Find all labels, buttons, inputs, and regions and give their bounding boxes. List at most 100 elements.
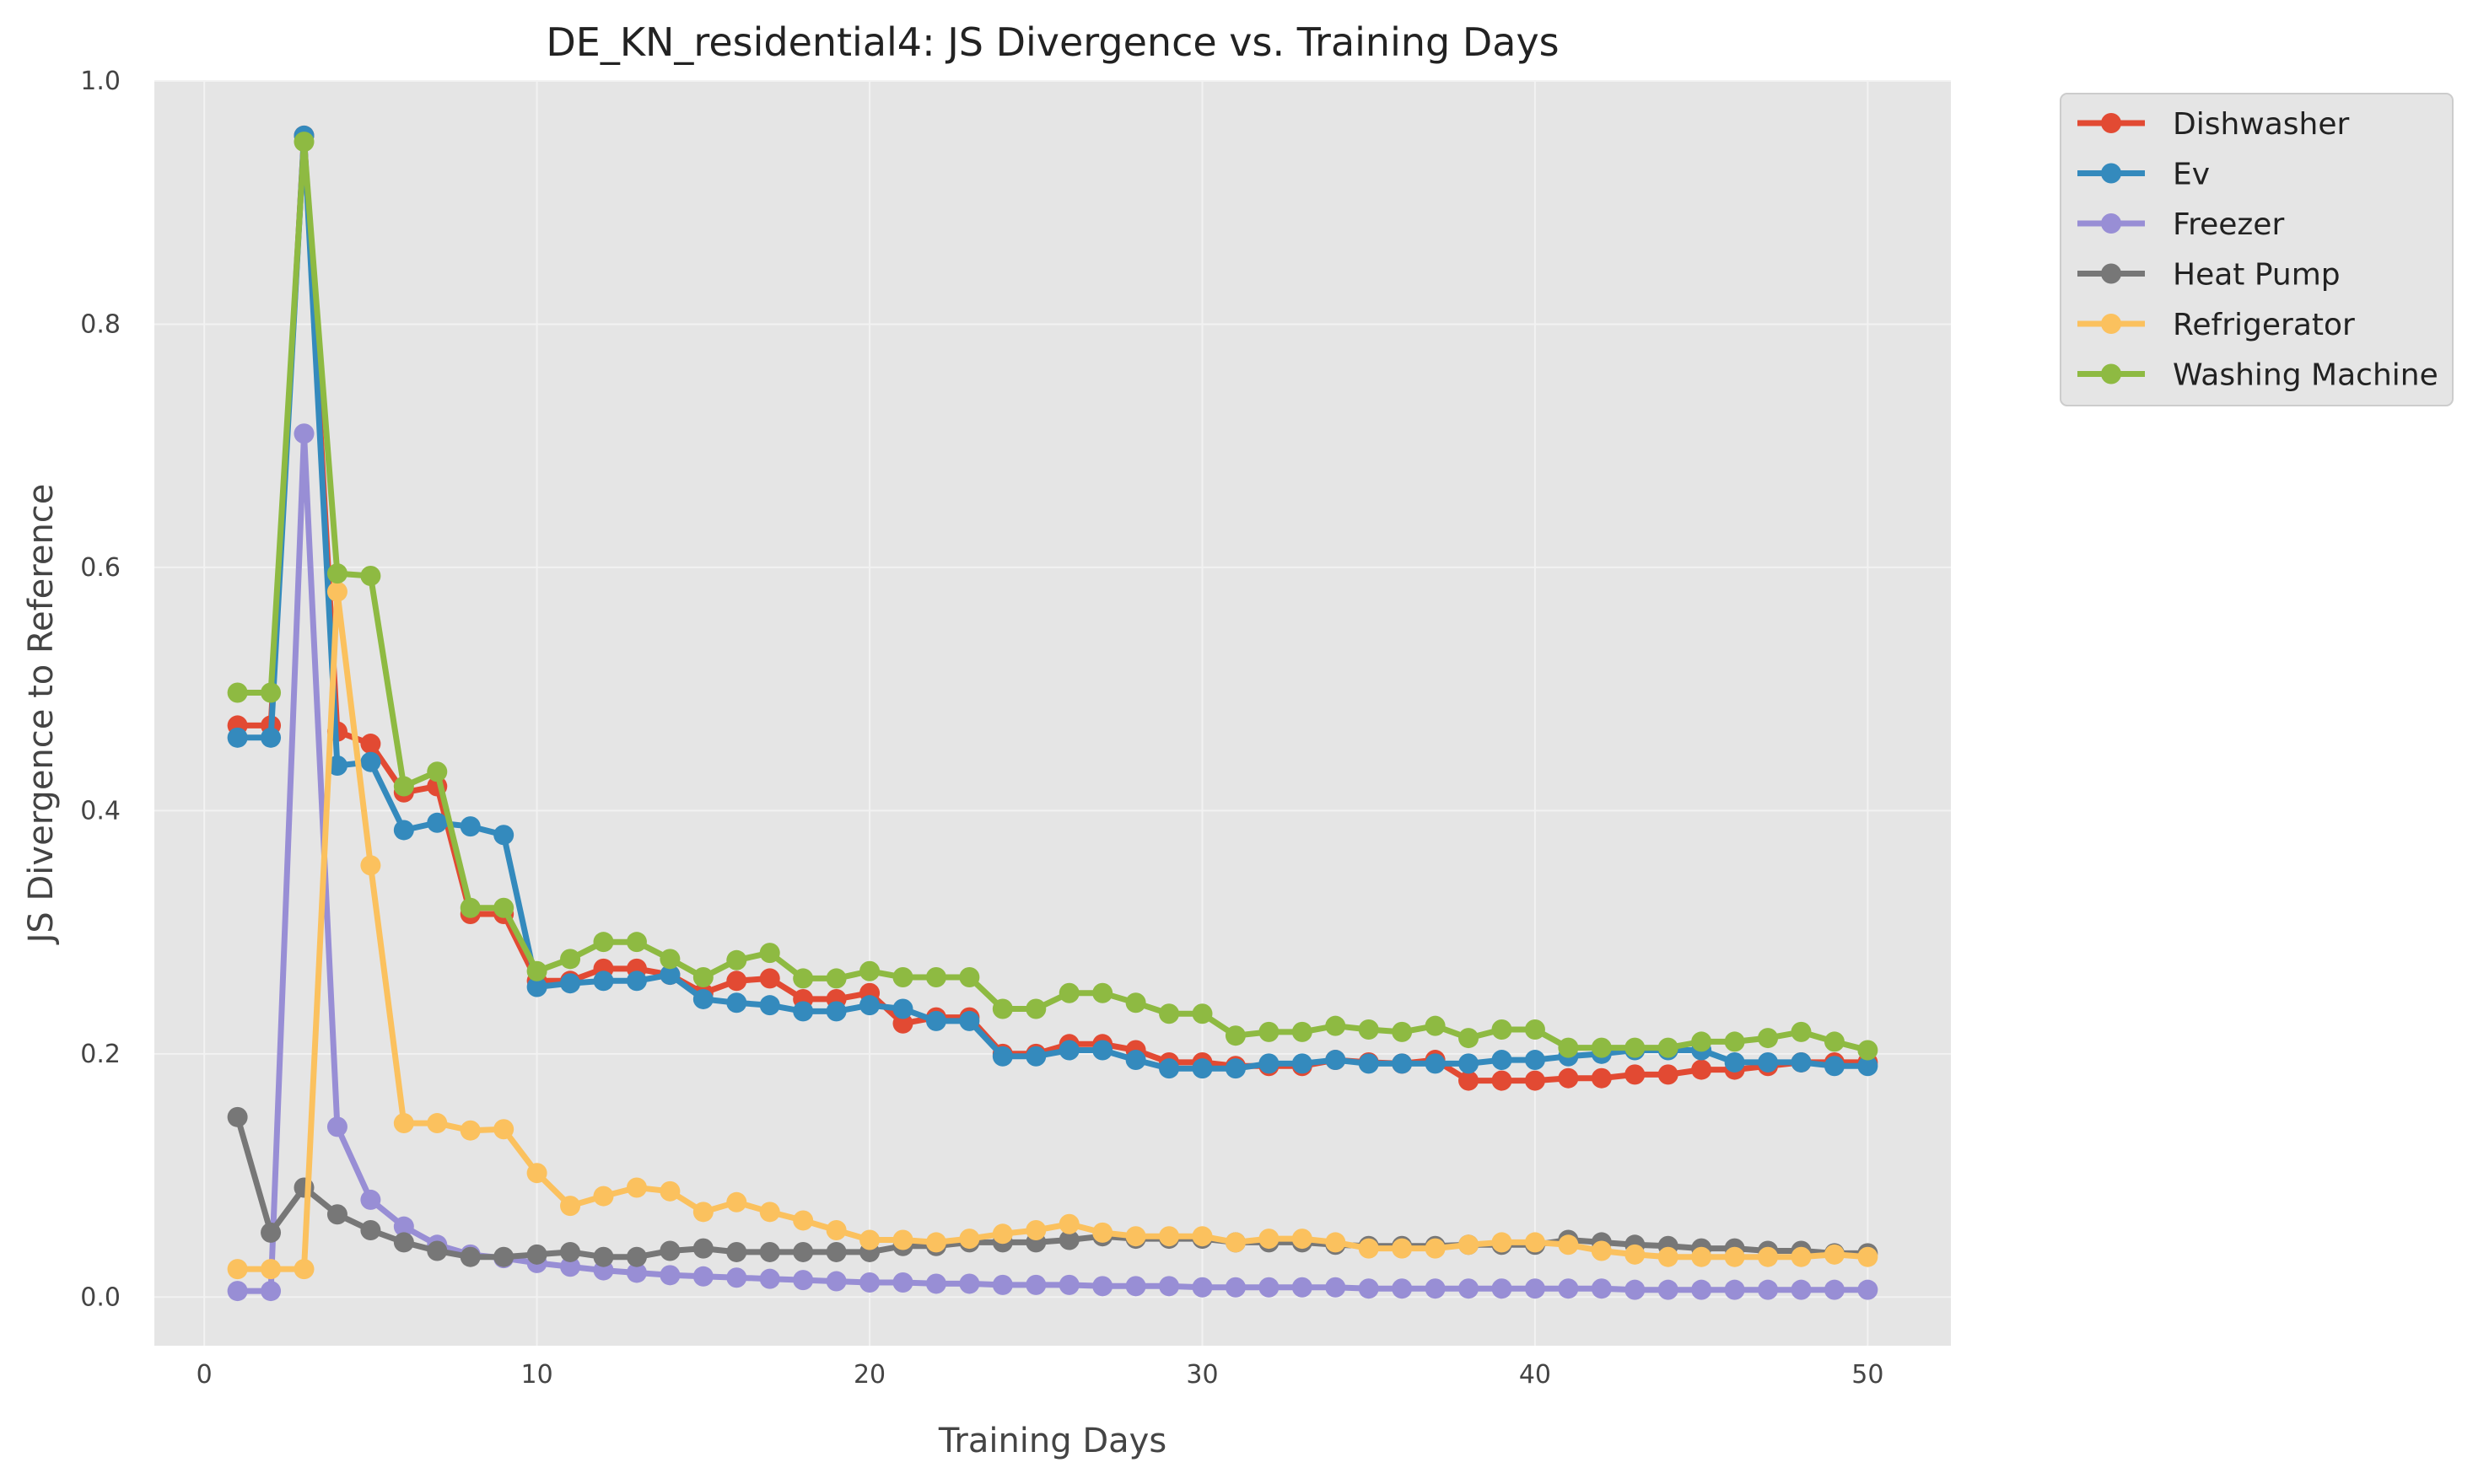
legend-label: Heat Pump	[2173, 258, 2341, 293]
data-point-washing-machine	[626, 932, 647, 953]
data-point-washing-machine	[992, 998, 1013, 1019]
y-tick-label: 0.8	[80, 309, 121, 339]
data-point-freezer	[1491, 1278, 1512, 1299]
y-tick-label: 1.0	[80, 67, 121, 96]
data-point-washing-machine	[1824, 1031, 1845, 1052]
data-point-ev	[826, 1001, 847, 1022]
data-point-refrigerator	[1458, 1234, 1479, 1255]
data-point-refrigerator	[1192, 1226, 1213, 1247]
data-point-washing-machine	[1258, 1021, 1280, 1042]
data-point-ev	[1824, 1056, 1845, 1077]
data-point-ev	[460, 816, 481, 837]
data-point-washing-machine	[393, 776, 414, 797]
legend-label: Dishwasher	[2173, 107, 2350, 142]
data-point-refrigerator	[1857, 1246, 1878, 1267]
data-point-washing-machine	[1491, 1019, 1512, 1040]
data-point-washing-machine	[1791, 1021, 1812, 1042]
data-point-heat-pump	[261, 1222, 282, 1243]
data-point-ev	[793, 1001, 814, 1022]
legend-swatch-marker	[2101, 113, 2121, 133]
data-point-dishwasher	[1558, 1067, 1579, 1089]
data-point-freezer	[1724, 1279, 1745, 1300]
data-point-ev	[1225, 1058, 1246, 1079]
data-point-ev	[1392, 1053, 1413, 1074]
data-point-washing-machine	[892, 966, 913, 987]
data-point-ev	[261, 727, 282, 748]
data-point-freezer	[692, 1266, 714, 1287]
data-point-refrigerator	[393, 1113, 414, 1134]
data-point-refrigerator	[859, 1229, 881, 1250]
data-point-ev	[1092, 1040, 1113, 1061]
data-point-ev	[859, 995, 881, 1016]
data-point-refrigerator	[1624, 1244, 1646, 1265]
data-point-ev	[1425, 1053, 1446, 1074]
data-point-ev	[1524, 1050, 1545, 1071]
x-tick-label: 40	[1519, 1360, 1551, 1390]
legend-swatch-marker	[2101, 314, 2121, 334]
legend-swatch-marker	[2101, 263, 2121, 284]
data-point-heat-pump	[793, 1241, 814, 1262]
data-point-washing-machine	[1691, 1031, 1712, 1052]
data-point-washing-machine	[660, 949, 681, 970]
legend-label: Washing Machine	[2173, 358, 2438, 393]
data-point-refrigerator	[1125, 1226, 1146, 1247]
data-point-freezer	[1691, 1279, 1712, 1300]
data-point-freezer	[1392, 1278, 1413, 1299]
data-point-dishwasher	[892, 1013, 913, 1034]
data-point-heat-pump	[393, 1232, 414, 1253]
x-tick-label: 20	[854, 1360, 886, 1390]
data-point-freezer	[1059, 1274, 1080, 1295]
data-point-ev	[1724, 1051, 1745, 1073]
data-point-washing-machine	[759, 943, 780, 964]
data-point-washing-machine	[1624, 1037, 1646, 1058]
series-washing-machine	[227, 132, 1878, 1061]
y-tick-label: 0.6	[80, 553, 121, 583]
data-point-refrigerator	[660, 1180, 681, 1202]
data-point-freezer	[859, 1272, 881, 1293]
data-point-ev	[326, 755, 347, 777]
data-point-dishwasher	[1524, 1070, 1545, 1091]
data-point-ev	[1791, 1051, 1812, 1073]
data-point-refrigerator	[1291, 1229, 1312, 1250]
data-point-heat-pump	[326, 1204, 347, 1225]
data-point-washing-machine	[560, 949, 581, 970]
data-point-freezer	[959, 1273, 980, 1294]
data-point-refrigerator	[1358, 1238, 1379, 1259]
data-point-refrigerator	[1059, 1213, 1080, 1234]
x-tick-label: 10	[521, 1360, 553, 1390]
data-point-heat-pump	[493, 1246, 515, 1267]
data-point-refrigerator	[1491, 1232, 1512, 1253]
data-point-freezer	[1857, 1279, 1878, 1300]
data-point-heat-pump	[1059, 1229, 1080, 1250]
data-point-refrigerator	[1392, 1238, 1413, 1259]
data-point-refrigerator	[759, 1202, 780, 1223]
data-point-dishwasher	[1458, 1070, 1479, 1091]
data-point-refrigerator	[593, 1186, 614, 1207]
data-point-refrigerator	[460, 1120, 481, 1141]
legend-item-washing-machine: Washing Machine	[2077, 358, 2438, 393]
y-tick-label: 0.0	[80, 1282, 121, 1312]
data-point-refrigerator	[1791, 1246, 1812, 1267]
data-point-washing-machine	[925, 966, 946, 987]
y-tick-label: 0.4	[80, 796, 121, 825]
data-point-washing-machine	[1458, 1028, 1479, 1049]
chart-title: DE_KN_residential4: JS Divergence vs. Tr…	[546, 19, 1559, 65]
data-point-dishwasher	[1491, 1070, 1512, 1091]
data-point-freezer	[992, 1274, 1013, 1295]
data-point-refrigerator	[626, 1177, 647, 1198]
plot-background	[154, 81, 1951, 1346]
legend-item-dishwasher: Dishwasher	[2077, 107, 2350, 142]
data-point-washing-machine	[1026, 998, 1047, 1019]
data-point-refrigerator	[992, 1223, 1013, 1245]
data-point-refrigerator	[261, 1259, 282, 1280]
data-point-ev	[692, 988, 714, 1009]
data-point-freezer	[1192, 1277, 1213, 1298]
data-point-freezer	[1358, 1278, 1379, 1299]
data-point-refrigerator	[326, 581, 347, 602]
data-point-washing-machine	[1657, 1037, 1678, 1058]
axis-ticks: 0 10 20 30 40 50 0.0 0.2 0.4 0.6 0.8 1.0	[80, 67, 1883, 1390]
data-point-ev	[1026, 1046, 1047, 1067]
data-point-heat-pump	[360, 1219, 381, 1240]
data-point-washing-machine	[1125, 992, 1146, 1014]
data-point-washing-machine	[360, 566, 381, 587]
